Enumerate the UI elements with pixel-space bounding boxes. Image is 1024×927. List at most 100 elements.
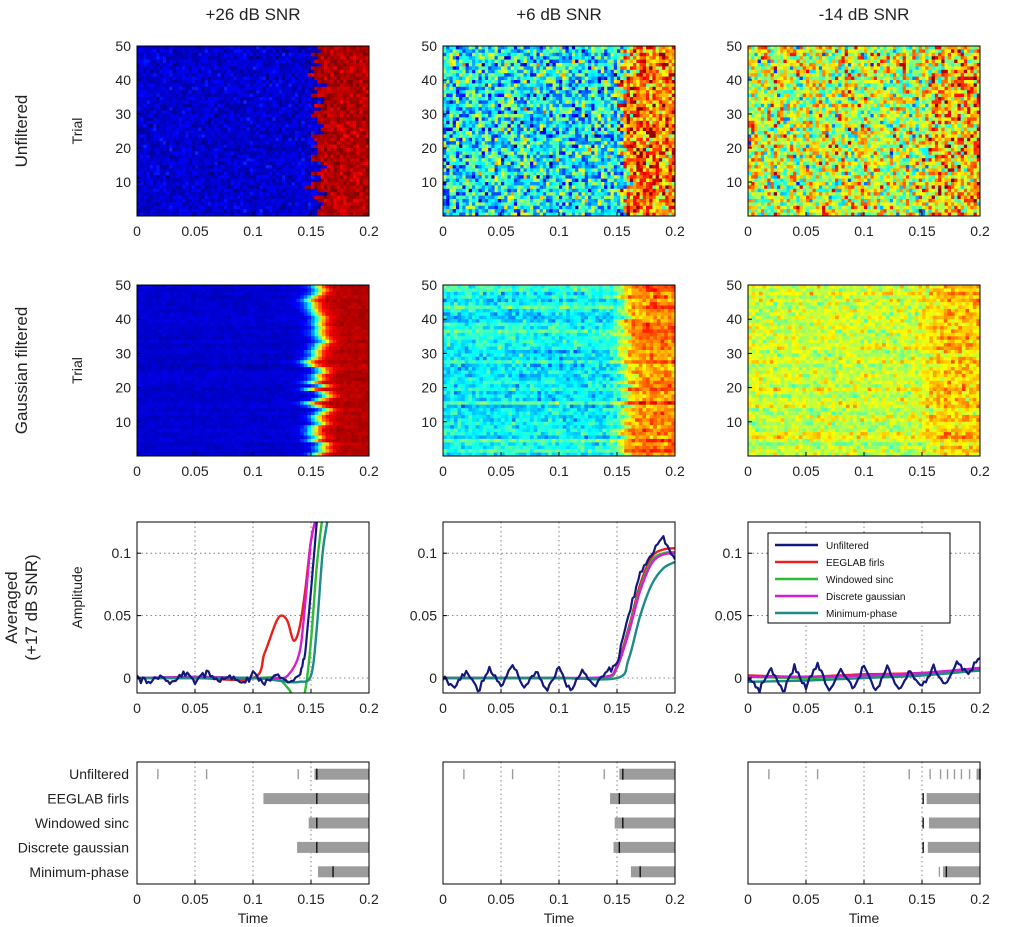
heatmap-cell (324, 206, 328, 210)
heatmap-cell (176, 138, 180, 142)
heatmap-cell (585, 100, 589, 104)
heatmap-cell (469, 107, 473, 111)
heatmap-cell (182, 117, 186, 121)
heatmap-cell (282, 175, 286, 179)
heatmap-cell (256, 73, 260, 77)
heatmap-cell (247, 206, 251, 210)
heatmap-cell (630, 90, 634, 94)
heatmap-cell (308, 60, 312, 64)
heatmap-cell (266, 148, 270, 152)
heatmap-cell (363, 189, 367, 193)
heatmap-cell (491, 53, 495, 57)
heatmap-cell (646, 80, 650, 84)
heatmap-cell (198, 141, 202, 145)
heatmap-cell (276, 199, 280, 203)
heatmap-cell (324, 189, 328, 193)
heatmap-cell (321, 151, 325, 155)
heatmap-cell (160, 49, 164, 53)
heatmap-cell (569, 77, 573, 81)
heatmap-cell (627, 73, 631, 77)
heatmap-cell (350, 83, 354, 87)
heatmap-cell (553, 70, 557, 74)
heatmap-cell (301, 104, 305, 108)
heatmap-cell (276, 60, 280, 64)
heatmap-cell (240, 128, 244, 132)
heatmap-cell (330, 70, 334, 74)
heatmap-cell (334, 117, 338, 121)
heatmap-cell (221, 77, 225, 81)
heatmap-cell (623, 56, 627, 60)
heatmap-cell (147, 104, 151, 108)
heatmap-cell (147, 151, 151, 155)
heatmap-cell (269, 87, 273, 91)
heatmap-cell (604, 56, 608, 60)
heatmap-cell (234, 162, 238, 166)
heatmap-cell (150, 206, 154, 210)
heatmap-cell (459, 87, 463, 91)
heatmap-cell (327, 66, 331, 70)
heatmap-cell (143, 90, 147, 94)
heatmap-cell (453, 63, 457, 67)
heatmap-cell (147, 141, 151, 145)
heatmap-cell (311, 196, 315, 200)
heatmap-cell (137, 83, 141, 87)
heatmap-cell (517, 63, 521, 67)
heatmap-cell (536, 46, 540, 50)
heatmap-cell (189, 151, 193, 155)
heatmap-cell (350, 145, 354, 149)
heatmap-cell (449, 104, 453, 108)
heatmap-cell (482, 97, 486, 101)
heatmap-cell (279, 148, 283, 152)
heatmap-cell (520, 49, 524, 53)
heatmap-cell (253, 162, 257, 166)
heatmap-cell (166, 179, 170, 183)
heatmap-cell (591, 77, 595, 81)
heatmap-cell (250, 172, 254, 176)
heatmap-cell (214, 172, 218, 176)
heatmap-cell (224, 121, 228, 125)
heatmap-cell (308, 179, 312, 183)
heatmap-cell (575, 60, 579, 64)
heatmap-cell (511, 80, 515, 84)
heatmap-cell (211, 128, 215, 132)
heatmap-cell (163, 80, 167, 84)
heatmap-cell (276, 151, 280, 155)
heatmap-cell (263, 155, 267, 159)
heatmap-cell (314, 196, 318, 200)
heatmap-cell (169, 206, 173, 210)
heatmap-cell (466, 70, 470, 74)
heatmap-cell (292, 162, 296, 166)
heatmap-cell (591, 104, 595, 108)
heatmap-cell (327, 189, 331, 193)
heatmap-cell (482, 83, 486, 87)
heatmap-cell (147, 73, 151, 77)
heatmap-cell (292, 196, 296, 200)
heatmap-cell (556, 63, 560, 67)
heatmap-cell (520, 56, 524, 60)
heatmap-cell (263, 73, 267, 77)
heatmap-cell (247, 80, 251, 84)
heatmap-cell (482, 90, 486, 94)
heatmap-cell (317, 87, 321, 91)
heatmap-cell (150, 148, 154, 152)
heatmap-cell (472, 104, 476, 108)
heatmap-cell (250, 128, 254, 132)
heatmap-cell (266, 107, 270, 111)
heatmap-cell (659, 104, 663, 108)
heatmap-cell (459, 73, 463, 77)
heatmap-cell (350, 202, 354, 206)
heatmap-cell (201, 175, 205, 179)
heatmap-cell (201, 206, 205, 210)
heatmap-cell (240, 70, 244, 74)
heatmap-cell (530, 90, 534, 94)
heatmap-cell (311, 158, 315, 162)
heatmap-cell (611, 77, 615, 81)
heatmap-cell (169, 141, 173, 145)
heatmap-cell (263, 145, 267, 149)
heatmap-cell (176, 114, 180, 118)
heatmap-cell (469, 56, 473, 60)
heatmap-cell (143, 131, 147, 135)
heatmap-cell (137, 175, 141, 179)
heatmap-cell (533, 94, 537, 98)
heatmap-cell (266, 192, 270, 196)
